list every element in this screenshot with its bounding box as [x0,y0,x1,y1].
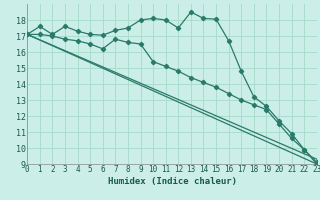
X-axis label: Humidex (Indice chaleur): Humidex (Indice chaleur) [108,177,236,186]
